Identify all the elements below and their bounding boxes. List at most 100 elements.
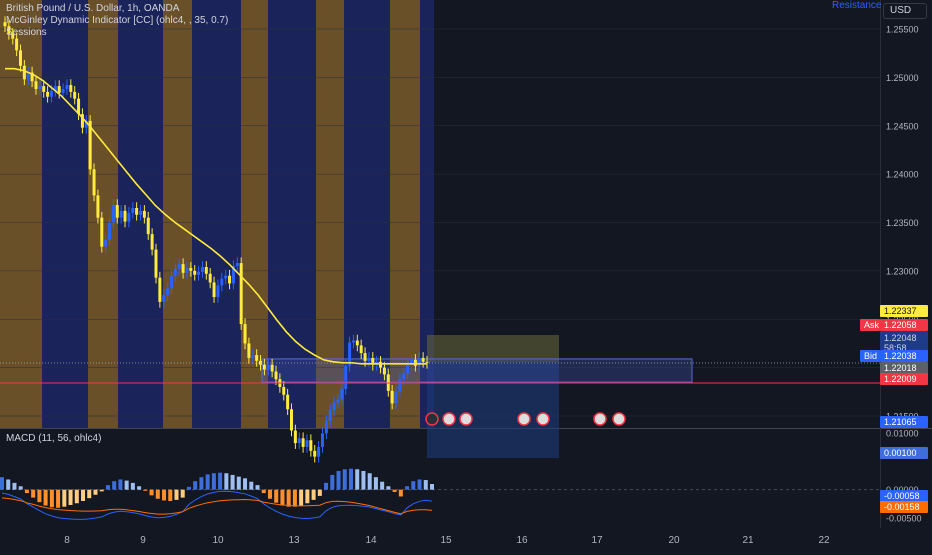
candle-down [212, 282, 216, 297]
candle-up [340, 388, 344, 400]
candle-down [11, 33, 15, 39]
session-band [316, 0, 344, 428]
time-tick-label: 10 [212, 535, 224, 546]
candle-up [127, 212, 131, 222]
box-bottom-tag: 1.21065 [884, 417, 917, 427]
macd-histogram-bar [124, 480, 129, 490]
candle-down [150, 234, 154, 250]
candle-down [425, 361, 429, 363]
macd-title[interactable]: MACD (11, 56, ohlc4) [6, 433, 102, 444]
macd-histogram-bar [205, 474, 210, 490]
candle-up [328, 410, 332, 421]
macd-histogram-bar [168, 489, 173, 501]
candle-down [243, 324, 247, 344]
macd-histogram-bar [74, 489, 79, 504]
time-tick-label: 8 [64, 535, 70, 546]
macd-histogram-bar [236, 476, 241, 490]
candle-down [282, 386, 286, 395]
candle-up [317, 446, 321, 457]
macd-histogram-bar [49, 489, 54, 508]
candle-down [142, 210, 146, 218]
macd-hist-tag: 0.00100 [884, 448, 917, 458]
macd-histogram-bar [118, 479, 123, 490]
macd-histogram-bar [324, 482, 329, 490]
candle-down [208, 273, 212, 283]
macd-histogram-bar [405, 486, 410, 490]
macd-histogram-bar [18, 486, 23, 490]
candle-down [181, 264, 185, 273]
candle-down [88, 120, 92, 170]
macd-histogram-bar [62, 489, 67, 507]
macd-histogram-bar [311, 489, 316, 500]
macd-histogram-bar [218, 472, 223, 490]
candle-down [30, 72, 34, 82]
range-box [261, 358, 693, 383]
session-band [420, 0, 434, 428]
time-tick-label: 17 [591, 535, 603, 546]
event-icons[interactable] [425, 412, 626, 426]
indicator-title[interactable]: McGinley Dynamic Indicator [CC] (ohlc4, … [6, 15, 229, 26]
resistance-label: Resistance [832, 0, 882, 11]
session-band [42, 0, 88, 428]
candle-down [313, 450, 317, 457]
mcginley-polyline [5, 67, 427, 365]
macd-tick-label: -0.00500 [886, 514, 922, 524]
macd-histogram-bar [305, 489, 310, 504]
currency-selector[interactable]: USD [883, 3, 927, 19]
session-band [163, 0, 192, 428]
macd-histogram-bar [81, 489, 86, 501]
candle-up [251, 355, 255, 358]
candle-up [231, 266, 235, 284]
session-band [192, 0, 241, 428]
countdown-timer: 58:58 [884, 343, 907, 353]
candle-up [104, 239, 108, 247]
macd-histogram-bar [361, 470, 366, 490]
sessions-title[interactable]: Sessions [6, 27, 47, 38]
candle-up [49, 90, 53, 97]
candle-down [73, 91, 77, 99]
time-tick-label: 13 [288, 535, 300, 546]
candle-down [18, 50, 22, 66]
candle-down [262, 364, 266, 370]
candle-down [293, 430, 297, 444]
candle-down [270, 364, 274, 372]
candle-down [382, 367, 386, 375]
symbol-title[interactable]: British Pound / U.S. Dollar, 1h, OANDA [6, 3, 180, 14]
stop-zone-box [427, 362, 559, 459]
price-tick-label: 1.25000 [886, 73, 919, 83]
macd-histogram-bar [274, 489, 279, 503]
candle-up [65, 85, 69, 89]
candle-up [324, 420, 328, 434]
candle-up [394, 391, 398, 404]
candle-up [185, 267, 189, 273]
candle-down [77, 98, 81, 115]
macd-histogram-bar [336, 470, 341, 490]
macd-histogram-bar [330, 474, 335, 490]
candle-down [158, 277, 162, 302]
macd-histogram-bar [162, 489, 167, 501]
flag-icon [536, 412, 550, 426]
box-bottom-tag-bg [880, 416, 928, 428]
candle-up [108, 222, 112, 240]
candle-down [57, 86, 61, 93]
macd-histogram-bar [249, 481, 254, 490]
macd-histogram-bar [286, 489, 291, 507]
candle-up [119, 210, 123, 218]
candle-up [220, 278, 224, 286]
candle-down [123, 210, 127, 222]
candle-down [363, 353, 367, 361]
candle-down [46, 91, 50, 97]
candle-up [410, 359, 414, 365]
macd-histogram-bar [373, 477, 378, 490]
macd-histogram-bar [430, 484, 434, 490]
last-price-value: 1.22048 [884, 333, 917, 343]
macd-histogram-bar [342, 469, 347, 490]
candle-down [189, 267, 193, 271]
candle-up [351, 340, 355, 343]
time-axis[interactable]: 8 9 10 13 14 15 16 17 20 21 22 [64, 535, 830, 546]
macd-histogram-bar [280, 489, 285, 506]
candle-down [390, 390, 394, 404]
